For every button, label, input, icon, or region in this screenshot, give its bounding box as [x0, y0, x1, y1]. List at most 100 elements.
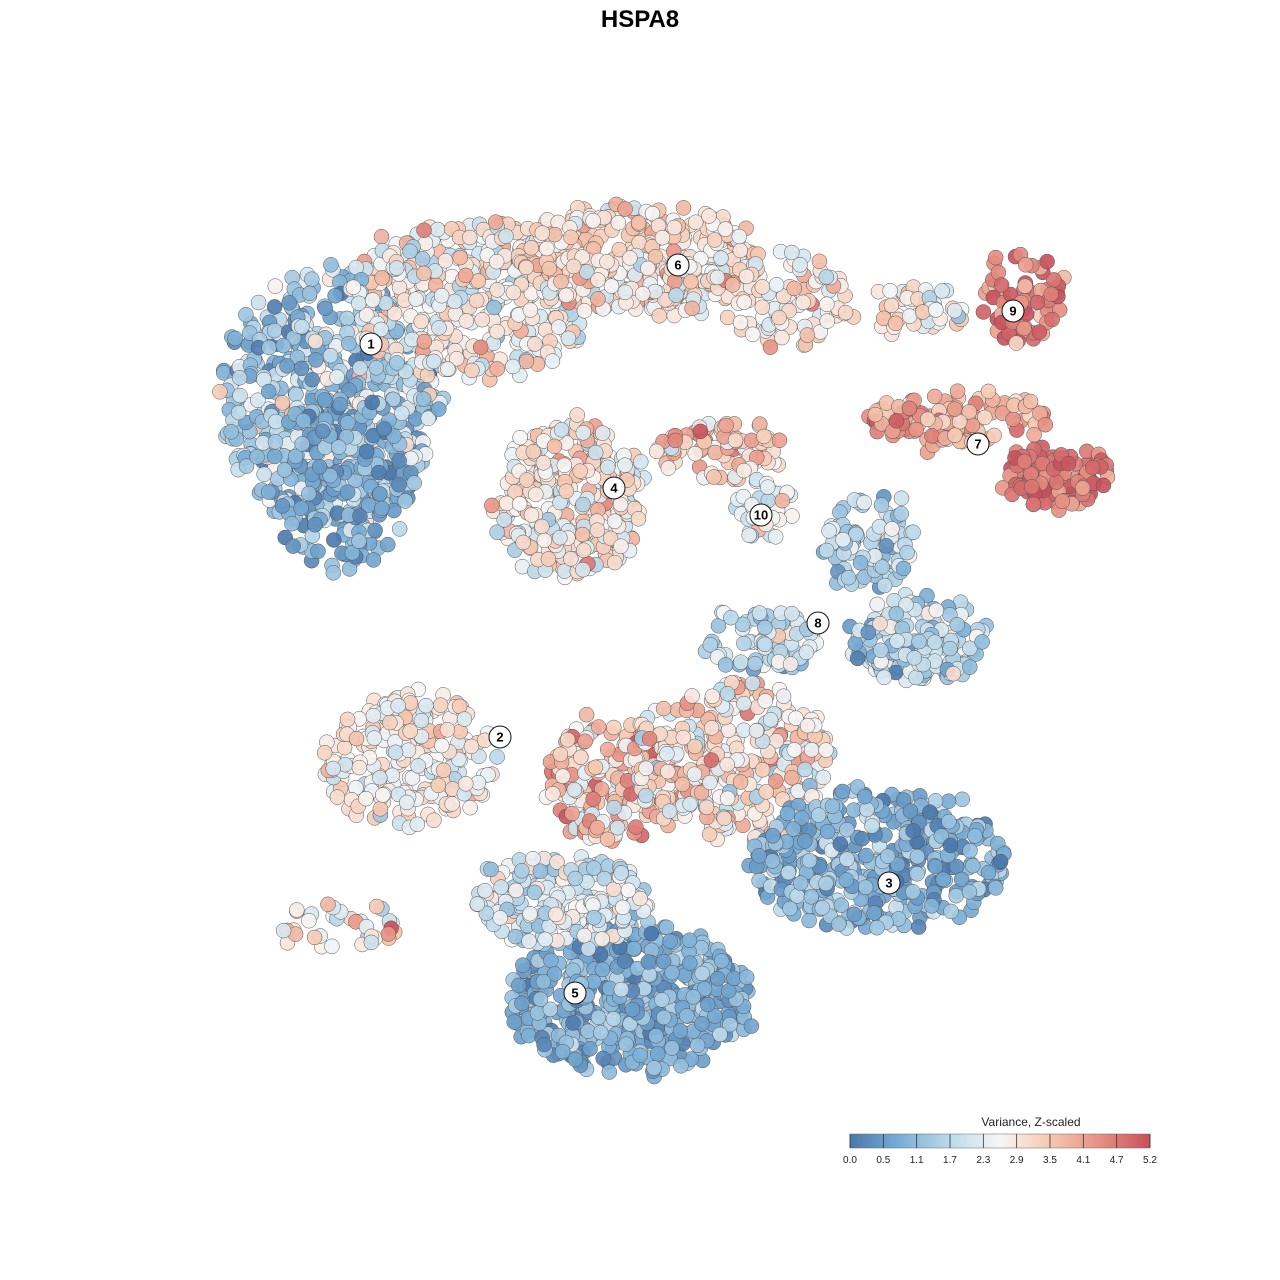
data-point	[780, 864, 797, 881]
data-point	[324, 938, 340, 955]
data-point	[518, 353, 535, 370]
data-point	[537, 931, 553, 948]
data-point	[738, 969, 755, 985]
legend-tick-label: 3.5	[1043, 1155, 1057, 1166]
data-point	[873, 642, 889, 659]
data-point	[662, 933, 678, 949]
data-point	[590, 719, 607, 735]
data-point	[908, 669, 924, 686]
data-point	[888, 605, 905, 622]
data-point	[732, 242, 749, 259]
chart-title: HSPA8	[601, 6, 679, 33]
data-point	[576, 927, 593, 944]
data-point	[458, 313, 475, 329]
data-point	[266, 299, 283, 315]
data-point	[961, 884, 978, 900]
data-point	[698, 799, 715, 816]
data-point	[1039, 253, 1055, 270]
data-point	[668, 287, 684, 303]
data-point	[366, 730, 383, 746]
data-point	[288, 386, 304, 403]
data-point	[754, 279, 771, 295]
data-point	[293, 360, 310, 377]
legend-tick-label: 2.3	[976, 1155, 990, 1166]
data-point	[613, 865, 629, 881]
data-point	[643, 925, 660, 942]
data-point	[839, 821, 855, 838]
data-point	[330, 439, 347, 455]
data-point	[232, 387, 248, 404]
data-point	[654, 229, 671, 246]
data-point	[314, 423, 331, 439]
legend-tick-label: 1.7	[943, 1155, 957, 1166]
data-point	[656, 1009, 672, 1026]
data-point	[682, 955, 698, 971]
data-point	[767, 529, 784, 545]
data-point	[811, 253, 828, 270]
data-point	[528, 486, 544, 503]
data-point	[488, 253, 505, 270]
data-point	[274, 395, 291, 411]
data-point	[493, 879, 509, 895]
legend-tick-label: 5.2	[1143, 1155, 1157, 1166]
data-point	[289, 902, 305, 918]
data-point	[846, 906, 862, 923]
data-point	[782, 900, 798, 917]
data-point	[223, 424, 239, 440]
data-point	[694, 1016, 710, 1032]
data-point	[341, 335, 357, 352]
data-point	[630, 511, 647, 527]
data-point	[833, 897, 850, 913]
data-point	[719, 756, 735, 773]
data-point	[701, 208, 717, 224]
data-point	[527, 336, 543, 352]
data-point	[717, 221, 734, 237]
data-point	[799, 327, 816, 343]
data-point	[416, 333, 433, 350]
data-point	[889, 633, 905, 649]
data-point	[628, 819, 644, 835]
data-point	[390, 698, 406, 714]
cluster-label-10: 10	[749, 503, 773, 527]
data-point	[640, 954, 657, 970]
data-point	[266, 448, 283, 465]
data-point	[563, 229, 579, 246]
data-point	[914, 304, 931, 320]
data-point	[391, 476, 407, 493]
data-point	[364, 394, 380, 411]
data-point	[351, 533, 367, 549]
data-point	[751, 605, 768, 621]
data-point	[606, 513, 623, 529]
data-point	[279, 358, 295, 374]
data-point	[719, 790, 736, 807]
data-point	[847, 635, 864, 652]
data-point	[430, 777, 447, 794]
data-point	[654, 992, 670, 1008]
legend-tick-label: 4.7	[1110, 1155, 1124, 1166]
legend-tick-label: 1.1	[910, 1155, 924, 1166]
data-point	[864, 818, 880, 834]
data-point	[316, 745, 333, 761]
cluster-label-text: 6	[674, 258, 681, 273]
cluster-label-6: 6	[666, 253, 690, 277]
color-legend: Variance, Z-scaled 0.0 0.5 1.1 1.7 2.3 2.9 3.5…	[843, 1115, 1157, 1166]
data-point	[275, 337, 292, 354]
data-point	[540, 551, 557, 567]
data-point	[507, 928, 524, 945]
data-point	[779, 805, 796, 822]
data-point	[606, 719, 622, 736]
data-point	[874, 559, 891, 575]
data-point	[815, 769, 831, 786]
data-point	[295, 412, 312, 429]
data-point	[569, 407, 585, 423]
data-point	[792, 257, 808, 273]
data-point	[508, 882, 524, 899]
data-point	[741, 527, 757, 543]
data-point	[413, 712, 430, 729]
data-point	[498, 495, 515, 512]
data-point	[590, 1009, 607, 1026]
data-point	[464, 362, 480, 379]
data-point	[594, 961, 611, 978]
data-point	[1024, 479, 1040, 495]
data-point	[408, 291, 424, 307]
